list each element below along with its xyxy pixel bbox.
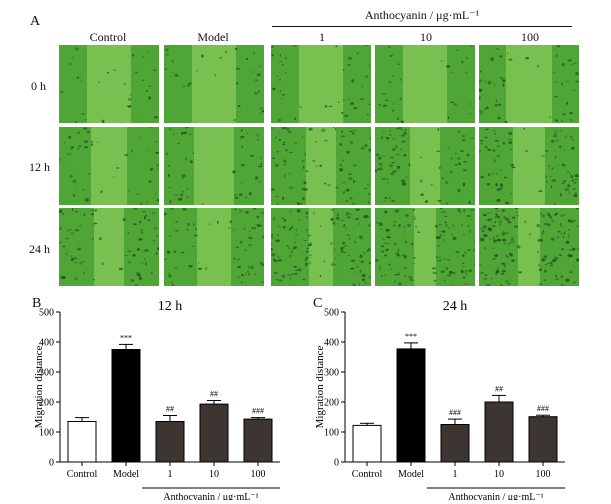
col-label-model: Model xyxy=(197,30,229,44)
row-label-0h: 0 h xyxy=(31,79,46,93)
anthocyanin-group-label: Anthocyanin / μg·mL⁻¹ xyxy=(364,8,480,22)
x-tick-label-3: 10 xyxy=(209,469,219,480)
significance-label-1: *** xyxy=(405,332,417,341)
bar-3 xyxy=(484,401,514,463)
group-label: Anthocyanin / μg·mL⁻¹ xyxy=(163,492,258,500)
row-label-24h: 24 h xyxy=(29,242,50,256)
y-tick-label-0: 0 xyxy=(49,458,54,469)
y-tick-label-5: 500 xyxy=(39,308,54,319)
col-label-1: 1 xyxy=(319,30,325,44)
assay-image-control-24h xyxy=(59,208,159,286)
assay-image-control-12h xyxy=(59,127,159,205)
row-label-12h: 12 h xyxy=(29,160,50,174)
bar-chart-24h: 0 100 200 300 400 500 Migration distance 24 h Co… xyxy=(314,299,565,500)
y-axis-label: Migration distance xyxy=(314,345,326,428)
x-tick-label-2: 1 xyxy=(168,469,173,480)
panel-a-letter: A xyxy=(30,14,41,29)
col-label-100: 100 xyxy=(521,30,539,44)
bar-chart-12h: 0 100 200 300 400 500 Migration distance 12 h Co… xyxy=(33,299,280,500)
assay-image-100-24h xyxy=(479,208,579,286)
y-tick-label-5: 500 xyxy=(324,308,339,319)
y-tick-label-4: 400 xyxy=(324,338,339,349)
y-tick-label-0: 0 xyxy=(334,458,339,469)
bar-2 xyxy=(155,421,185,463)
y-tick-label-2: 200 xyxy=(324,398,339,409)
assay-image-100-0h xyxy=(479,45,579,123)
bar-4 xyxy=(528,416,558,463)
y-tick-label-3: 300 xyxy=(324,368,339,379)
col-label-10: 10 xyxy=(420,30,432,44)
col-label-control: Control xyxy=(89,30,127,44)
assay-image-100-12h xyxy=(479,127,579,205)
significance-label-2: ## xyxy=(166,405,174,414)
assay-image-10-24h xyxy=(375,208,475,286)
y-axis-label: Migration distance xyxy=(33,345,45,428)
assay-image-model-0h xyxy=(164,45,264,123)
assay-image-1-0h xyxy=(271,45,371,123)
significance-label-3: ## xyxy=(495,384,503,393)
bar-4 xyxy=(243,418,273,463)
y-tick-label-1: 100 xyxy=(39,428,54,439)
significance-label-4: ### xyxy=(537,404,549,413)
bar-1 xyxy=(111,349,141,463)
assay-image-model-24h xyxy=(164,208,264,286)
panel-b-letter: B xyxy=(32,296,42,311)
y-tick-label-2: 200 xyxy=(39,398,54,409)
chart-title: 24 h xyxy=(443,299,468,314)
assay-image-model-12h xyxy=(164,127,264,205)
bar-3 xyxy=(199,403,229,463)
group-label: Anthocyanin / μg·mL⁻¹ xyxy=(448,492,543,500)
assay-image-1-12h xyxy=(271,127,371,205)
x-tick-label-2: 1 xyxy=(453,469,458,480)
x-tick-label-0: Control xyxy=(352,469,383,480)
x-tick-label-0: Control xyxy=(67,469,98,480)
significance-label-2: ### xyxy=(449,408,461,417)
bar-0 xyxy=(67,421,97,463)
y-tick-label-3: 300 xyxy=(39,368,54,379)
y-tick-label-1: 100 xyxy=(324,428,339,439)
x-tick-label-1: Model xyxy=(113,469,139,480)
significance-label-3: ## xyxy=(210,390,218,399)
bar-1 xyxy=(396,348,426,463)
y-tick-label-4: 400 xyxy=(39,338,54,349)
x-tick-label-4: 100 xyxy=(536,469,551,480)
assay-image-10-0h xyxy=(375,45,475,123)
bar-0 xyxy=(352,424,382,463)
bar-2 xyxy=(440,424,470,463)
x-tick-label-4: 100 xyxy=(251,469,266,480)
significance-label-4: ### xyxy=(252,407,264,416)
x-tick-label-3: 10 xyxy=(494,469,504,480)
chart-title: 12 h xyxy=(158,299,183,314)
significance-label-1: *** xyxy=(120,333,132,342)
assay-image-1-24h xyxy=(271,208,371,286)
panel-c-letter: C xyxy=(313,296,323,311)
anthocyanin-group-line xyxy=(272,26,572,27)
x-tick-label-1: Model xyxy=(398,469,424,480)
assay-image-control-0h xyxy=(59,45,159,123)
assay-image-10-12h xyxy=(375,127,475,205)
